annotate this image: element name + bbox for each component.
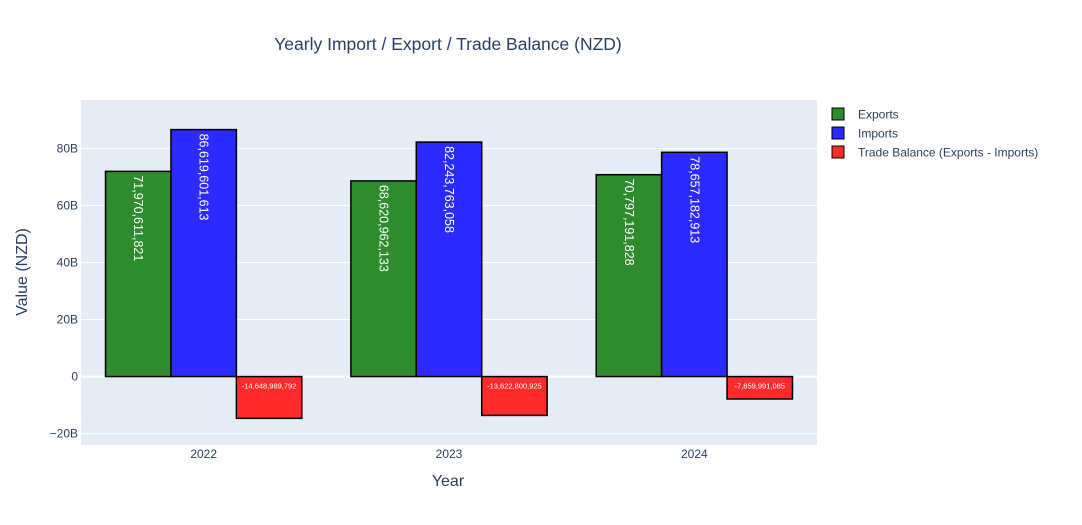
x-tick-label: 2024 bbox=[681, 447, 708, 461]
bar-value-label: 86,619,601,613 bbox=[197, 134, 211, 221]
bar-value-label: -7,859,991,085 bbox=[735, 382, 785, 391]
y-tick-label: 80B bbox=[57, 141, 78, 155]
x-axis-title: Year bbox=[432, 473, 465, 490]
y-tick-label: 40B bbox=[57, 256, 78, 270]
chart-title: Yearly Import / Export / Trade Balance (… bbox=[274, 34, 622, 54]
x-tick-label: 2022 bbox=[190, 447, 217, 461]
bar[interactable] bbox=[170, 128, 238, 378]
bar-value-label: -14,648,989,792 bbox=[242, 382, 297, 391]
legend-swatch[interactable] bbox=[831, 145, 845, 159]
bar[interactable] bbox=[595, 173, 663, 378]
bar-value-label: 71,970,611,821 bbox=[131, 175, 145, 261]
bar[interactable] bbox=[726, 375, 794, 400]
legend-label[interactable]: Imports bbox=[858, 127, 898, 141]
y-tick-label: 0 bbox=[71, 370, 78, 384]
bar[interactable] bbox=[350, 180, 418, 378]
x-axis-ticks: 2022 2023 2024 bbox=[190, 447, 708, 461]
bar[interactable] bbox=[235, 375, 303, 420]
y-tick-label: 20B bbox=[57, 313, 78, 327]
bars bbox=[104, 128, 794, 420]
y-axis-title: Value (NZD) bbox=[14, 228, 31, 316]
legend-label[interactable]: Trade Balance (Exports - Imports) bbox=[858, 146, 1038, 160]
legend-swatch[interactable] bbox=[831, 126, 845, 140]
legend[interactable]: Exports Imports Trade Balance (Exports - I… bbox=[831, 107, 1038, 160]
y-tick-label: 60B bbox=[57, 198, 78, 212]
legend-swatch[interactable] bbox=[831, 107, 845, 121]
bar-value-label: -13,622,800,925 bbox=[487, 382, 542, 391]
legend-label[interactable]: Exports bbox=[858, 108, 899, 122]
bar-value-label: 82,243,763,058 bbox=[442, 146, 456, 233]
bar-value-label: 70,797,191,828 bbox=[622, 179, 636, 266]
bar-value-label: 68,620,962,133 bbox=[377, 185, 391, 272]
bar-labels: 71,970,611,821 86,619,601,613 -14,648,989,… bbox=[131, 134, 785, 391]
y-tick-label: −20B bbox=[50, 427, 78, 441]
x-tick-label: 2023 bbox=[436, 447, 463, 461]
bar[interactable] bbox=[415, 141, 483, 378]
bar[interactable] bbox=[660, 151, 728, 378]
bar[interactable] bbox=[480, 375, 548, 417]
bar-value-label: 78,657,182,913 bbox=[687, 156, 701, 243]
y-axis-ticks: −20B 0 20B 40B 60B 80B bbox=[50, 141, 79, 440]
